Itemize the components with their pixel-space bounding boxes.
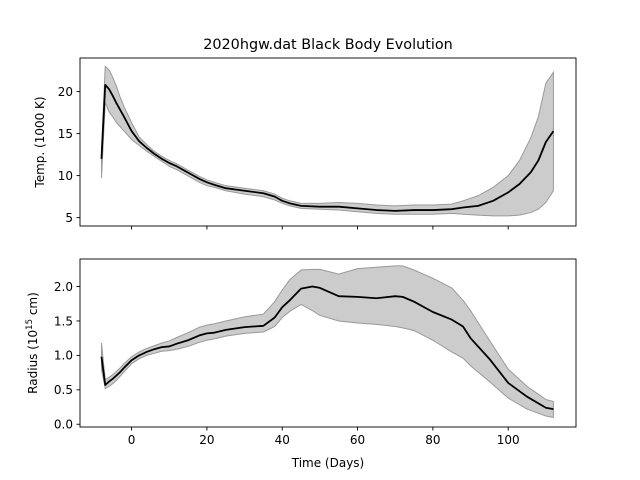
x-tick-label: 100 [497, 433, 520, 447]
radius-panel: 0 20 40 60 80 100 0.0 0.5 1.0 1.5 2.0 Radius (1015 … [25, 258, 577, 447]
median-line [100, 285, 554, 410]
y-tick-label: 10 [58, 169, 73, 183]
x-tick-label: 0 [128, 433, 136, 447]
temperature-panel: 5 10 15 20 Temp. (1000 K) [33, 57, 577, 230]
uncertainty-band [100, 65, 554, 217]
x-tick-label: 20 [199, 433, 214, 447]
y-tick-label: 0.5 [54, 383, 73, 397]
y-axis-label: Radius (1015 cm) [25, 292, 40, 394]
x-tick-label: 80 [425, 433, 440, 447]
uncertainty-band [100, 265, 554, 418]
axes-frame [79, 57, 577, 227]
y-tick-label: 20 [58, 85, 73, 99]
x-tick-label: 60 [350, 433, 365, 447]
y-axis-label: Temp. (1000 K) [33, 96, 47, 188]
median-line [100, 83, 555, 212]
y-tick-label: 1.0 [54, 349, 73, 363]
x-axis-label: Time (Days) [291, 456, 365, 470]
x-tick-label: 40 [275, 433, 290, 447]
y-tick-label: 0.0 [54, 418, 73, 432]
chart-title: 2020hgw.dat Black Body Evolution [203, 37, 453, 53]
axes-frame [79, 258, 577, 428]
y-tick-label: 15 [58, 127, 73, 141]
y-tick-label: 1.5 [54, 314, 73, 328]
y-tick-label: 5 [65, 211, 73, 225]
y-tick-label: 2.0 [54, 280, 73, 294]
